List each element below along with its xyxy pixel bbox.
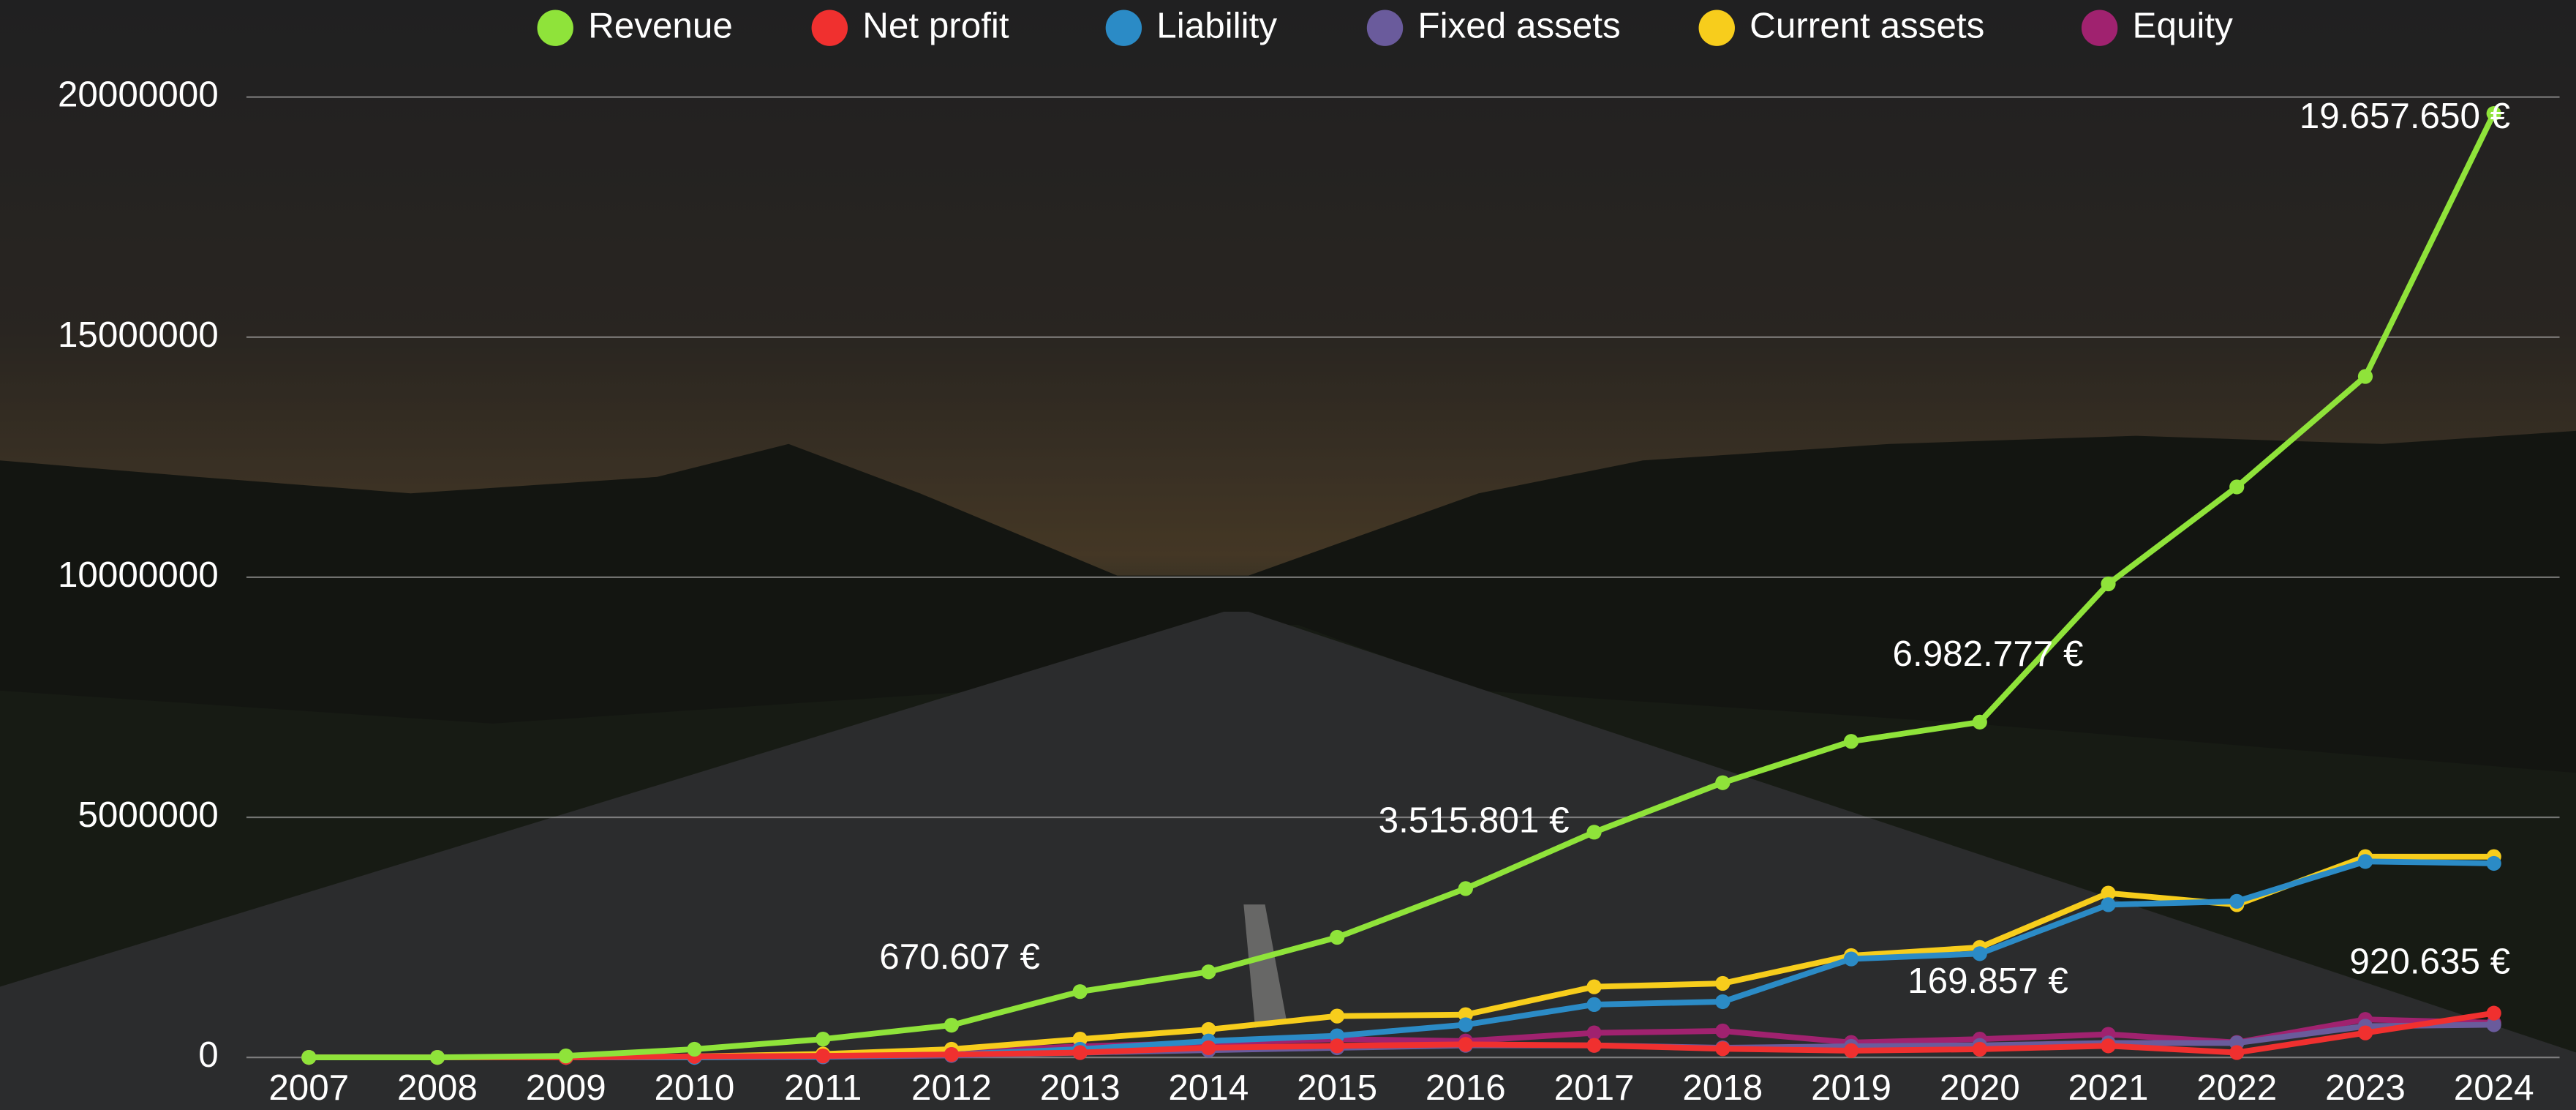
series-line — [309, 112, 2497, 1061]
x-tick-label: 2021 — [2068, 1068, 2149, 1108]
legend-label: Equity — [2133, 5, 2234, 45]
y-tick-label: 5000000 — [78, 795, 218, 835]
y-tick-label: 15000000 — [58, 315, 219, 355]
data-point — [2486, 1017, 2501, 1032]
x-tick-label: 2014 — [1168, 1068, 1249, 1108]
legend-label: Revenue — [588, 5, 733, 45]
data-point — [1330, 929, 1345, 945]
data-point — [1586, 825, 1602, 840]
data-point — [2357, 1025, 2373, 1040]
data-label: 3.515.801 € — [1379, 800, 1570, 841]
x-tick-label: 2018 — [1682, 1068, 1763, 1108]
y-tick-label: 20000000 — [58, 75, 219, 115]
data-point — [1201, 964, 1216, 980]
data-label: 670.607 € — [879, 937, 1040, 977]
x-tick-label: 2015 — [1297, 1068, 1377, 1108]
x-tick-label: 2008 — [397, 1068, 478, 1108]
data-point — [2357, 854, 2373, 869]
data-point — [1330, 1008, 1345, 1024]
data-point — [2486, 855, 2501, 871]
data-point — [301, 1049, 317, 1065]
legend-marker — [2081, 10, 2118, 46]
data-point — [1843, 951, 1859, 967]
data-point — [1072, 984, 1088, 1000]
data-point — [2486, 105, 2501, 121]
data-point — [429, 1049, 445, 1065]
data-point — [1715, 994, 1730, 1010]
data-point — [1201, 1040, 1216, 1056]
data-point — [2229, 893, 2245, 909]
data-point — [1072, 1045, 1088, 1060]
legend-label: Fixed assets — [1417, 5, 1620, 45]
data-point — [2101, 897, 2116, 912]
data-point — [2486, 1005, 2501, 1021]
series-line — [309, 1010, 2495, 1061]
x-tick-label: 2016 — [1426, 1068, 1506, 1108]
data-point — [816, 1032, 831, 1047]
legend-label: Current assets — [1750, 5, 1984, 45]
x-tick-label: 2012 — [911, 1068, 992, 1108]
data-point — [2101, 576, 2116, 592]
x-tick-label: 2017 — [1554, 1068, 1635, 1108]
x-tick-label: 2020 — [1940, 1068, 2020, 1108]
data-point — [1586, 997, 1602, 1013]
labels: 169.857 € 920.635 € 670.607 € 3.515.801 € 6.… — [879, 96, 2510, 1001]
data-point — [1201, 1021, 1216, 1038]
data-point — [1586, 1038, 1602, 1053]
x-tick-label: 2013 — [1040, 1068, 1121, 1108]
data-point — [816, 1049, 831, 1064]
data-point — [2101, 1038, 2116, 1054]
x-tick-label: 2011 — [784, 1068, 862, 1108]
data-point — [1843, 1043, 1859, 1059]
x-tick-label: 2007 — [268, 1068, 349, 1108]
legend-marker — [1698, 10, 1735, 46]
x-tick-label: 2019 — [1811, 1068, 1891, 1108]
x-tick-label: 2024 — [2454, 1068, 2534, 1108]
legend-marker — [1366, 10, 1404, 46]
data-label: 169.857 € — [1907, 961, 2068, 1001]
data-point — [1458, 1017, 1473, 1032]
data-point — [558, 1049, 573, 1064]
data-point — [944, 1017, 960, 1033]
legend-label: Liability — [1156, 5, 1277, 45]
x-tick-label: 2009 — [526, 1068, 606, 1108]
data-point — [2229, 1045, 2245, 1060]
data-point — [2101, 885, 2116, 901]
legend-marker — [1105, 10, 1142, 46]
grid: 0 5000000 10000000 15000000 20000000 2007 2008… — [58, 75, 2560, 1108]
y-tick-label: 10000000 — [58, 555, 219, 595]
x-tick-label: 2022 — [2196, 1068, 2277, 1108]
x-tick-label: 2023 — [2325, 1068, 2406, 1108]
data-point — [1972, 1041, 1987, 1057]
data-point — [1843, 734, 1859, 749]
data-label: 19.657.650 € — [2300, 96, 2510, 136]
data-point — [2357, 369, 2373, 384]
y-tick-label: 0 — [198, 1035, 218, 1075]
legend-marker — [811, 10, 848, 46]
legend: Revenue Net profit Liability Fixed assets Cu… — [537, 5, 2233, 46]
data-point — [1458, 881, 1473, 896]
data-point — [1715, 975, 1730, 991]
data-point — [1586, 1025, 1602, 1040]
data-point — [1715, 775, 1730, 790]
data-point — [1972, 714, 1987, 730]
data-point — [1458, 1037, 1473, 1052]
data-point — [687, 1041, 702, 1057]
data-point — [1972, 946, 1987, 961]
x-tick-label: 2010 — [655, 1068, 735, 1108]
plot-area — [301, 105, 2501, 1065]
data-label: 920.635 € — [2349, 941, 2510, 981]
data-point — [1330, 1038, 1345, 1054]
data-point — [2229, 479, 2245, 495]
data-point — [1586, 979, 1602, 994]
data-point — [1715, 1023, 1730, 1039]
data-point — [944, 1047, 960, 1062]
legend-label: Net profit — [862, 5, 1009, 45]
legend-marker — [537, 10, 573, 46]
data-label: 6.982.777 € — [1893, 634, 2084, 674]
data-point — [1715, 1041, 1730, 1057]
